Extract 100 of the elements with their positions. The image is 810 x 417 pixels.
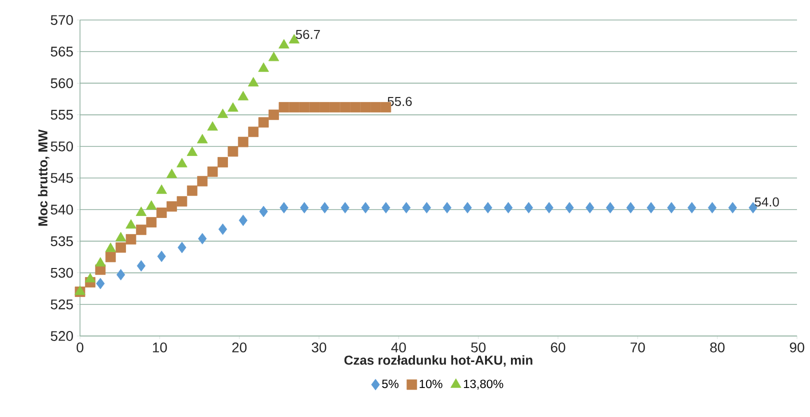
point [268, 52, 280, 62]
point [146, 217, 157, 228]
point [116, 242, 126, 253]
point [626, 202, 635, 214]
point [370, 102, 381, 112]
y-tick-label: 545 [50, 173, 73, 183]
point [606, 202, 615, 214]
point [105, 252, 116, 262]
y-tick-label: 555 [50, 110, 73, 120]
point [116, 269, 126, 280]
point [360, 102, 371, 112]
point [207, 166, 218, 177]
point [340, 202, 350, 214]
annotation: 55.6 [388, 96, 412, 106]
point [105, 242, 116, 252]
point [196, 134, 208, 144]
point [248, 126, 259, 138]
point [340, 102, 350, 112]
point [95, 257, 106, 267]
point [320, 102, 330, 112]
point [186, 185, 198, 196]
legend-label: 13,80% [464, 380, 504, 390]
y-tick-label: 540 [50, 204, 73, 215]
point [136, 260, 146, 272]
point [586, 202, 594, 214]
point [238, 90, 249, 100]
x-tick-label: 40 [391, 342, 406, 352]
point [300, 202, 309, 214]
point [96, 278, 105, 290]
x-tick-label: 50 [471, 342, 486, 352]
point [198, 232, 207, 244]
legend-label: 5% [382, 380, 398, 388]
x-tick-label: 10 [152, 342, 167, 352]
point [309, 102, 320, 112]
point [708, 202, 717, 214]
point [228, 102, 238, 112]
point [166, 201, 177, 212]
point [238, 214, 248, 226]
point [350, 102, 361, 112]
point [217, 108, 228, 118]
point [382, 202, 390, 214]
point [646, 202, 656, 214]
y-tick-label: 570 [50, 15, 73, 25]
x-tick-label: 0 [76, 342, 84, 352]
point [228, 146, 238, 157]
point [146, 200, 157, 210]
legend-label: 10% [420, 380, 442, 388]
point [258, 117, 269, 128]
point [504, 202, 513, 214]
point [156, 184, 167, 194]
point [136, 224, 146, 236]
point [422, 202, 432, 214]
point [207, 121, 218, 131]
point [136, 206, 147, 216]
point [166, 168, 178, 178]
y-tick-label: 565 [50, 46, 73, 57]
y-tick-label: 550 [50, 141, 73, 152]
point [330, 102, 340, 112]
point [268, 110, 279, 120]
point [524, 202, 533, 214]
point [126, 234, 136, 244]
point [280, 202, 288, 214]
point [218, 157, 228, 168]
y-tick-label: 535 [50, 236, 73, 246]
point [361, 202, 370, 214]
point [463, 202, 472, 214]
point [258, 62, 269, 72]
y-tick-label: 530 [50, 268, 73, 278]
point [667, 202, 676, 214]
x-tick-label: 80 [710, 342, 725, 352]
point [442, 202, 452, 214]
y-tick-label: 520 [50, 331, 73, 341]
annotation: 54.0 [754, 197, 779, 207]
x-tick-label: 30 [312, 342, 326, 352]
point [238, 136, 248, 148]
point [259, 206, 268, 218]
point [176, 196, 188, 207]
point [156, 208, 167, 218]
point [320, 202, 330, 214]
point [197, 176, 208, 186]
point [186, 146, 198, 156]
y-axis-title: Moc brutto, MW [38, 129, 50, 226]
point [115, 232, 126, 242]
x-tick-label: 20 [232, 342, 247, 352]
point [688, 202, 696, 214]
point [728, 202, 737, 214]
point [157, 250, 166, 262]
x-axis-title: Czas rozładunku hot-AKU, min [344, 355, 532, 367]
point [484, 202, 492, 214]
x-tick-label: 90 [790, 342, 804, 352]
point [565, 202, 574, 214]
point [278, 39, 290, 48]
point [402, 202, 411, 214]
x-tick-label: 60 [550, 342, 566, 352]
point [248, 77, 259, 86]
y-tick-label: 560 [50, 78, 73, 88]
point [126, 219, 136, 229]
annotation: 56.7 [296, 30, 320, 40]
x-tick-label: 70 [630, 342, 645, 352]
point [218, 224, 228, 235]
